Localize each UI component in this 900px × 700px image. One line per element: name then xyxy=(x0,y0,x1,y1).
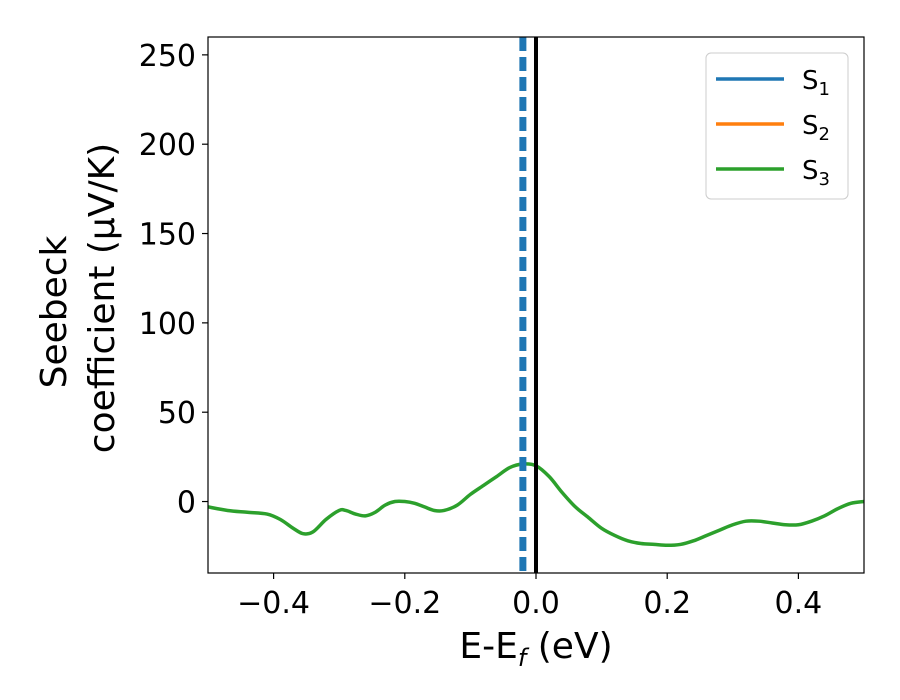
legend-entry-name: S xyxy=(802,111,819,141)
y-tick-label: 200 xyxy=(139,128,196,163)
x-tick-label: 0.4 xyxy=(775,586,823,621)
legend-entry-sub: 1 xyxy=(819,79,830,100)
legend-box xyxy=(705,52,849,200)
y-tick-label: 150 xyxy=(139,218,196,253)
y-tick-label: 100 xyxy=(139,307,196,342)
legend-entry-sub: 2 xyxy=(819,124,830,145)
legend-entry-name: S xyxy=(802,66,819,96)
legend-entry-sub: 3 xyxy=(819,169,830,190)
x-tick-label: 0.0 xyxy=(512,586,560,621)
y-tick-label: 50 xyxy=(158,396,196,431)
x-tick-label: −0.4 xyxy=(237,586,310,621)
y-axis-label-line2: coefficient (μV/K) xyxy=(82,143,123,453)
x-tick-label: 0.2 xyxy=(643,586,691,621)
y-tick-label: 250 xyxy=(139,39,196,74)
legend-entry-1: S1 xyxy=(802,66,830,100)
y-tick-label: 0 xyxy=(177,486,196,521)
x-tick-label: −0.2 xyxy=(368,586,441,621)
y-axis-label-line1: Seebeck xyxy=(34,235,75,388)
legend-entry-name: S xyxy=(802,156,819,186)
legend-entry-2: S2 xyxy=(802,111,830,145)
x-axis-label-base: E-E xyxy=(459,626,517,667)
x-axis-label-rest: (eV) xyxy=(526,626,612,667)
legend-entry-3: S3 xyxy=(802,156,830,190)
x-axis-label: E-Ef (eV) xyxy=(459,626,612,672)
